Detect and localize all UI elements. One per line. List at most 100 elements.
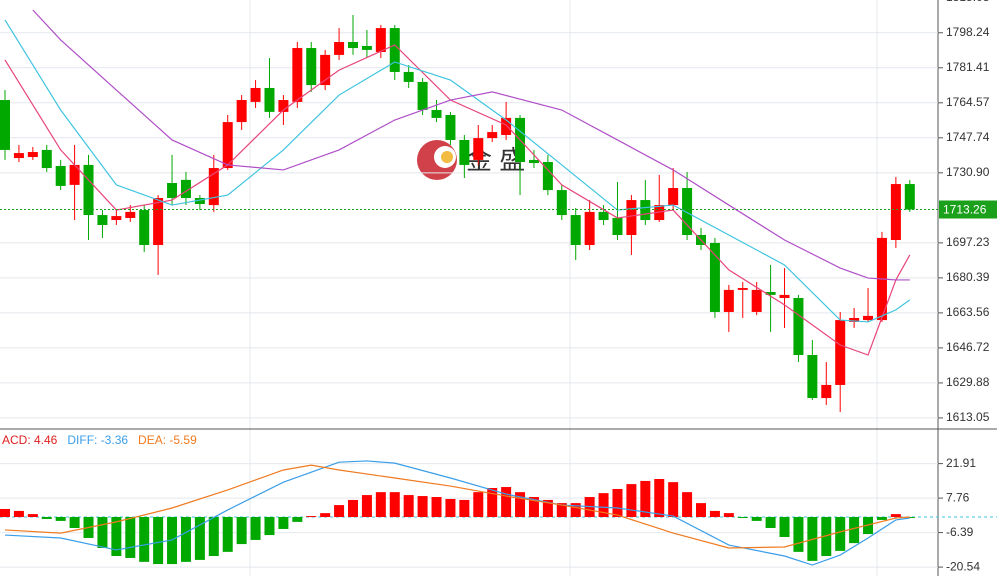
macd-bar [626,484,637,518]
indicator-line [4,460,910,566]
y-tick-label: 1747.74 [946,130,990,144]
macd-bar [431,497,442,518]
candle-body [69,164,80,185]
candle-body [779,294,790,299]
current-price-box [939,200,997,219]
candle-body [584,211,595,245]
macd-bar [640,480,651,518]
macd-bar [153,517,164,565]
candle-body [709,242,720,312]
macd-bar [222,517,233,552]
macd-bar [612,488,623,518]
candle-body [194,197,205,205]
candle-body [236,100,247,123]
candle-body [320,54,331,86]
logo [441,151,453,163]
macd-bar [598,493,609,518]
macd-bar [751,517,762,521]
y-tick-label: 7.76 [946,490,970,504]
candle-body [890,184,901,240]
macd-bar [125,517,136,558]
candle-body [835,320,846,385]
candle-body [751,289,762,312]
candle-body [682,188,693,236]
candle-body [167,183,178,198]
legend-entry: DIFF: -3.36 [67,433,128,447]
macd-bar [334,505,345,518]
macd-bar [139,517,150,562]
macd-bar [723,513,734,518]
macd-bar [737,517,748,519]
candle-body [528,159,539,164]
macd-bar [793,517,804,552]
macd-bar [849,517,860,544]
macd-bar [194,517,205,560]
candle-body [389,28,400,72]
macd-bar [542,499,553,518]
candle-body [208,168,219,206]
macd-bar [473,492,484,518]
macd-bar [487,488,498,518]
macd-bar [515,492,526,518]
candle-body [264,87,275,112]
candle-body [445,115,456,140]
macd-bar [654,478,665,518]
candle-body [765,291,776,295]
candle-body [737,288,748,290]
candle-body [348,42,358,49]
legend-entry: ACD: 4.46 [2,433,58,447]
y-tick-label: 21.91 [946,456,976,470]
candle-body [626,200,637,236]
candle-body [153,197,164,245]
candle-body [125,211,136,218]
candle-body [27,152,38,158]
macd-bar [528,497,539,518]
macd-bar [417,496,428,518]
macd-bar [668,482,679,518]
macd-bar [111,517,122,557]
y-tick-label: 1798.24 [946,25,990,39]
macd-bar [570,503,581,518]
candle-body [863,315,874,321]
macd-bar [709,510,720,518]
macd-bar [250,517,261,540]
y-tick-label: 1680.39 [946,270,990,284]
candle-body [306,48,317,86]
candle-body [0,100,10,150]
indicator-line [4,464,910,549]
candle-body [807,355,818,399]
y-tick-label: 1764.57 [946,95,990,109]
macd-bar [180,517,191,562]
macd-bar [765,517,776,528]
macd-bar [348,499,358,518]
candle-body [821,384,832,399]
candle-body [849,317,860,322]
candle-body [473,138,484,160]
macd-bar [835,517,846,551]
macd-bar [389,492,400,518]
y-tick-label: 1646.72 [946,340,990,354]
candle-body [668,188,679,206]
candle-body [13,153,24,159]
macd-bar [375,492,386,518]
candle-body [292,48,303,102]
candle-body [278,100,289,112]
macd-bar [278,517,289,529]
candle-body [556,190,567,216]
candle-body [361,45,372,50]
macd-bar [69,517,80,528]
y-tick-label: 1730.90 [946,165,990,179]
macd-bar [41,517,52,519]
macd-bar [208,517,219,557]
candle-body [417,81,428,111]
macd-bar [696,503,706,518]
y-tick-label: 1781.41 [946,60,990,74]
macd-bar [361,495,372,518]
macd-bar [445,498,456,518]
macd-bar [821,517,832,557]
watermark [417,140,457,180]
candle-body [501,117,512,135]
candle-body [41,149,52,169]
candle-body [723,289,734,312]
candle-body [640,200,651,221]
